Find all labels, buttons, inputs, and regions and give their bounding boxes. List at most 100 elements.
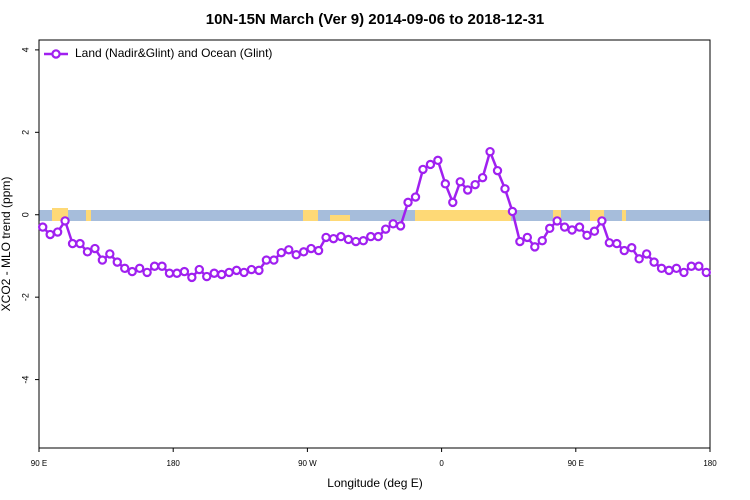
y-axis-label: XCO2 - MLO trend (ppm) [0,177,13,312]
data-point [656,263,667,274]
data-point [515,236,525,247]
data-point [530,242,540,252]
data-point [448,197,458,208]
data-point [179,266,190,277]
x-tick-label: 180 [703,459,717,468]
data-point [380,224,391,234]
data-point [679,267,689,278]
data-point [157,261,167,271]
data-point [254,265,264,276]
land-patch [553,210,561,221]
y-tick-label: -2 [20,293,30,301]
data-point [194,264,204,275]
data-point [112,257,122,267]
data-point [522,232,533,243]
data-point [477,172,488,183]
data-point [336,231,346,242]
data-point [149,261,160,271]
land-patch [330,215,350,221]
y-tick-label: -4 [20,376,30,384]
data-point [298,247,309,257]
data-point [328,233,339,244]
data-point [366,231,376,242]
data-point [507,206,518,217]
data-point [164,268,175,278]
ocean-band [39,210,710,221]
data-point [574,222,585,232]
data-point [433,155,443,166]
x-tick-label: 180 [167,459,181,468]
data-point [619,245,629,256]
data-point [485,146,495,157]
data-point [321,232,331,243]
data-point [649,257,659,267]
land-patch [622,210,626,221]
plot-frame [38,39,711,449]
data-point [82,247,93,257]
data-point [470,179,480,190]
data-point [306,243,316,254]
data-point [492,165,503,176]
data-point [500,184,510,194]
data-point [559,222,570,232]
data-point [671,263,682,274]
data-point [612,238,622,249]
data-point [52,227,63,237]
data-point [261,255,272,265]
data-point [224,267,234,278]
land-patch [303,210,318,221]
data-point [134,263,145,274]
data-point [537,236,547,246]
data-point [60,216,70,226]
x-axis-label: Longitude (deg E) [327,476,422,490]
data-point [120,263,130,274]
data-point [418,164,428,175]
data-point [552,216,562,226]
x-tick-label: 0 [439,459,444,468]
data-point [373,231,383,242]
legend-marker [51,49,61,59]
land-ocean-band [39,208,710,221]
data-point [75,238,85,249]
data-point [246,264,257,275]
data-point [313,245,324,256]
land-patch [415,210,511,221]
data-point [127,266,137,277]
data-point [425,159,436,170]
data-point [395,221,406,231]
y-tick-label: 4 [20,47,30,52]
data-point [627,243,637,253]
data-point [567,225,577,235]
data-point [239,267,249,278]
data-point [462,185,473,195]
data-point [284,245,294,255]
data-point [589,226,600,236]
data-point [440,179,451,189]
data-point [276,247,287,258]
data-point [142,267,152,278]
data-point [582,230,592,241]
data-point [664,265,674,276]
data-point [545,223,555,234]
data-point [172,268,182,278]
data-point [358,236,369,246]
legend-label: Land (Nadir&Glint) and Ocean (Glint) [75,46,272,60]
data-point [343,234,354,245]
data-point [597,216,607,226]
land-patch [86,210,91,221]
data-point [209,268,219,278]
data-point [291,250,301,260]
data-point [701,267,711,278]
data-point [694,261,704,271]
x-tick-label: 90 E [31,459,47,468]
land-patch [590,210,604,221]
data-point [105,249,115,259]
data-point [269,255,279,265]
data-point [202,271,212,282]
data-point [641,249,652,259]
data-point [45,229,55,240]
data-point [38,222,48,232]
chart-title: 10N-15N March (Ver 9) 2014-09-06 to 2018… [206,11,545,28]
data-point [216,269,227,280]
